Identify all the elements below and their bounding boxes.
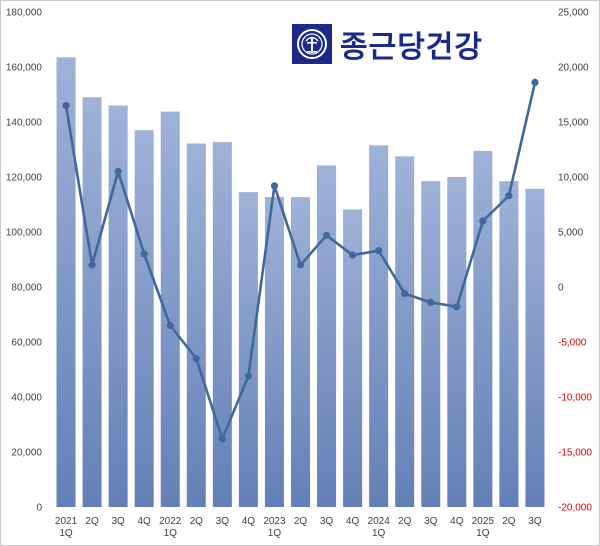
right-axis-tick-label: 25,000: [558, 8, 589, 19]
revenue-bar: [421, 181, 441, 507]
right-axis-tick-label: 20,000: [558, 63, 589, 74]
left-axis-tick-label: 100,000: [6, 228, 43, 239]
revenue-bar: [56, 57, 76, 507]
right-axis-tick-label: -15,000: [558, 448, 592, 459]
right-axis-tick-label: -20,000: [558, 503, 592, 514]
revenue-bar: [82, 97, 102, 507]
revenue-bar: [108, 105, 128, 507]
profit-point: [322, 231, 331, 239]
revenue-bar: [160, 111, 180, 508]
revenue-bar: [473, 150, 493, 507]
revenue-bar: [134, 130, 154, 507]
ckd-emblem-icon: [292, 24, 332, 64]
right-axis-ticks: 25,000 20,000 15,000 10,000 5,000 0 -5,000 -10,…: [558, 8, 592, 514]
profit-point: [427, 298, 435, 306]
category-label: 1Q: [164, 528, 178, 539]
profit-point: [296, 261, 305, 269]
category-label: 2024: [368, 516, 391, 527]
category-label: 3Q: [320, 516, 334, 527]
category-label: 4Q: [242, 516, 256, 527]
left-axis-tick-label: 120,000: [6, 173, 43, 184]
left-axis-tick-label: 40,000: [11, 393, 42, 404]
category-label: 3Q: [528, 516, 542, 527]
profit-point: [453, 303, 461, 311]
profit-point: [140, 250, 148, 258]
category-label: 1Q: [59, 528, 73, 539]
revenue-bar: [499, 181, 519, 507]
profit-point: [244, 372, 252, 380]
category-label: 2021: [55, 516, 78, 527]
category-label: 2Q: [502, 516, 516, 527]
revenue-bar: [238, 192, 258, 507]
revenue-bar: [343, 209, 363, 507]
right-axis-tick-label: 15,000: [558, 118, 589, 129]
revenue-bar: [212, 142, 232, 507]
left-axis-tick-label: 0: [36, 503, 42, 514]
category-label: 3Q: [111, 516, 125, 527]
profit-point: [192, 354, 200, 363]
right-axis-tick-label: 5,000: [558, 228, 583, 239]
category-label: 2Q: [294, 516, 308, 527]
category-label: 4Q: [450, 516, 464, 527]
category-label: 2Q: [190, 516, 204, 527]
revenue-bar: [369, 145, 389, 507]
category-label: 2025: [472, 516, 495, 527]
profit-point: [62, 101, 70, 110]
category-label: 4Q: [138, 516, 152, 527]
right-axis-tick-label: -5,000: [558, 338, 587, 349]
category-label: 1Q: [372, 528, 386, 539]
category-label: 3Q: [424, 516, 438, 527]
bar-series: [56, 57, 545, 508]
revenue-bar: [447, 177, 467, 507]
category-label: 3Q: [216, 516, 230, 527]
brand-name: 종근당건강: [340, 30, 483, 65]
category-label: 1Q: [268, 528, 282, 539]
profit-point: [479, 217, 487, 225]
profit-point: [401, 290, 409, 298]
profit-point: [505, 192, 513, 200]
left-axis-tick-label: 140,000: [6, 118, 43, 129]
right-axis-tick-label: -10,000: [558, 393, 592, 404]
left-axis-tick-label: 60,000: [11, 338, 42, 349]
left-axis-tick-label: 80,000: [11, 283, 42, 294]
profit-point: [375, 247, 383, 255]
profit-point: [218, 435, 226, 443]
category-label: 2Q: [85, 516, 99, 527]
revenue-bar: [290, 197, 311, 507]
category-label: 2023: [263, 516, 286, 527]
profit-point: [114, 167, 122, 176]
left-axis-tick-label: 160,000: [6, 63, 43, 74]
revenue-bar: [317, 165, 337, 507]
profit-point: [270, 182, 279, 190]
revenue-bar: [186, 143, 206, 507]
profit-point: [88, 261, 96, 269]
right-axis-tick-label: 0: [558, 283, 564, 294]
right-axis-tick-label: 10,000: [558, 173, 589, 184]
category-label: 1Q: [476, 528, 490, 539]
left-axis-tick-label: 180,000: [6, 8, 43, 19]
category-label: 2022: [159, 516, 182, 527]
revenue-bar: [525, 188, 545, 507]
revenue-bar: [395, 156, 415, 507]
category-label: 2Q: [398, 516, 412, 527]
revenue-bar: [264, 197, 284, 507]
left-axis-ticks: 180,000 160,000 140,000 120,000 100,000 80,00…: [6, 8, 43, 514]
category-label: 4Q: [346, 516, 360, 527]
profit-point: [166, 321, 174, 330]
profit-point: [349, 251, 357, 259]
profit-point: [531, 78, 539, 86]
line-series: [62, 78, 539, 443]
left-axis-tick-label: 20,000: [11, 448, 42, 459]
brand-logo: 종근당건강: [292, 22, 534, 66]
